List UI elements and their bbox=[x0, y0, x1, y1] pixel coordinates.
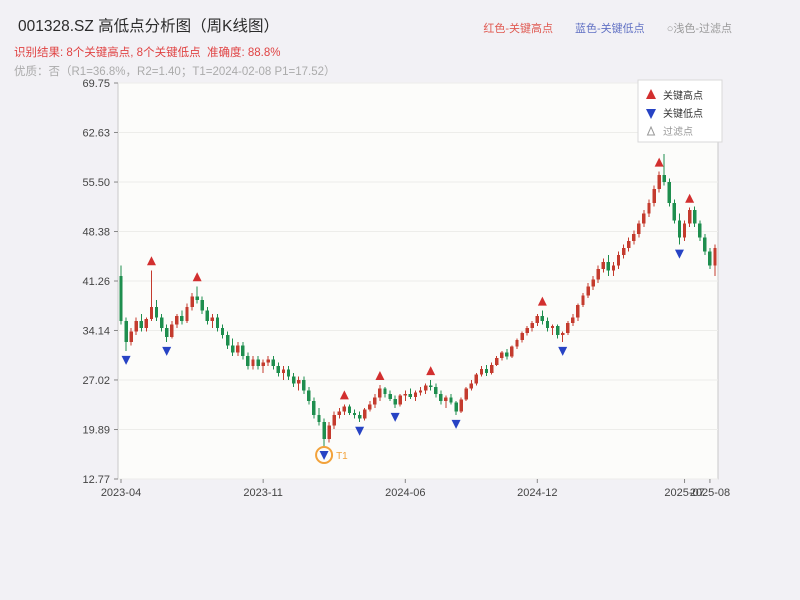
recognition-result: 识别结果: 8个关键高点, 8个关键低点 准确度: 88.8% bbox=[14, 47, 281, 59]
svg-text:69.75: 69.75 bbox=[82, 78, 110, 90]
x-axis: 2023-04 2023-11 2024-06 2024-12 2025-072025-… bbox=[101, 479, 730, 499]
svg-text:27.02: 27.02 bbox=[82, 375, 110, 387]
key-high-triangle-icon bbox=[537, 296, 547, 306]
key-low-triangle-icon bbox=[451, 419, 461, 429]
color-key-filtered: ○浅色-过滤点 bbox=[666, 23, 732, 35]
key-low-triangle-icon bbox=[319, 450, 329, 460]
key-low-triangle-icon bbox=[390, 412, 400, 422]
key-high-triangle-icon bbox=[426, 366, 436, 376]
key-low-triangle-icon bbox=[162, 346, 172, 356]
svg-text:2024-12: 2024-12 bbox=[517, 487, 557, 499]
svg-text:2023-11: 2023-11 bbox=[243, 487, 283, 499]
key-high-triangle-icon bbox=[685, 193, 695, 203]
svg-text:2025-08: 2025-08 bbox=[690, 487, 730, 499]
y-axis: 69.75 62.63 55.50 48.38 41.26 34.14 27.02 19.89… bbox=[82, 78, 718, 486]
svg-text:48.38: 48.38 bbox=[82, 227, 110, 239]
svg-text:55.50: 55.50 bbox=[82, 177, 110, 189]
key-low-triangle-icon bbox=[355, 426, 365, 436]
key-high-triangle-icon bbox=[192, 272, 202, 282]
t1-label: T1 bbox=[336, 451, 348, 462]
kline-chart: 69.75 62.63 55.50 48.38 41.26 34.14 27.02 19.89… bbox=[82, 78, 730, 499]
key-high-triangle-icon bbox=[339, 390, 349, 400]
svg-text:41.26: 41.26 bbox=[82, 276, 110, 288]
legend-filtered-icon bbox=[646, 125, 656, 136]
key-low-triangle-icon bbox=[558, 346, 568, 356]
key-high-triangle-icon bbox=[146, 256, 156, 266]
candles bbox=[119, 154, 717, 447]
svg-text:2023-04: 2023-04 bbox=[101, 487, 141, 499]
t1-circle-icon bbox=[315, 445, 334, 464]
key-high-triangle-icon bbox=[654, 157, 664, 167]
svg-text:2024-06: 2024-06 bbox=[385, 487, 425, 499]
quality-summary: 优质：否（R1=36.8%，R2=1.40；T1=2024-02-08 P1=1… bbox=[14, 66, 336, 78]
key-low-markers bbox=[121, 249, 684, 460]
legend-key-high-icon bbox=[646, 89, 656, 99]
legend-key-low-icon bbox=[646, 109, 656, 119]
svg-text:19.89: 19.89 bbox=[82, 425, 110, 437]
legend-filtered-label: 过滤点 bbox=[663, 125, 693, 138]
svg-text:12.77: 12.77 bbox=[82, 474, 110, 486]
key-high-markers bbox=[146, 157, 695, 400]
key-high-triangle-icon bbox=[375, 370, 385, 380]
color-key-high: 红色-关键高点 bbox=[483, 23, 554, 35]
svg-text:2025-07: 2025-07 bbox=[664, 487, 704, 499]
page-title: 001328.SZ 高低点分析图（周K线图） bbox=[18, 18, 279, 35]
legend-key-high-label: 关键高点 bbox=[663, 89, 703, 102]
svg-text:62.63: 62.63 bbox=[82, 127, 110, 139]
legend-key-low-label: 关键低点 bbox=[663, 107, 703, 120]
key-low-triangle-icon bbox=[121, 355, 131, 365]
key-low-triangle-icon bbox=[674, 249, 684, 259]
color-key: 红色-关键高点 蓝色-关键低点 ○浅色-过滤点 bbox=[483, 20, 732, 36]
color-key-low: 蓝色-关键低点 bbox=[575, 23, 645, 35]
svg-text:34.14: 34.14 bbox=[82, 325, 110, 337]
t1-highlight: T1 bbox=[315, 445, 348, 464]
